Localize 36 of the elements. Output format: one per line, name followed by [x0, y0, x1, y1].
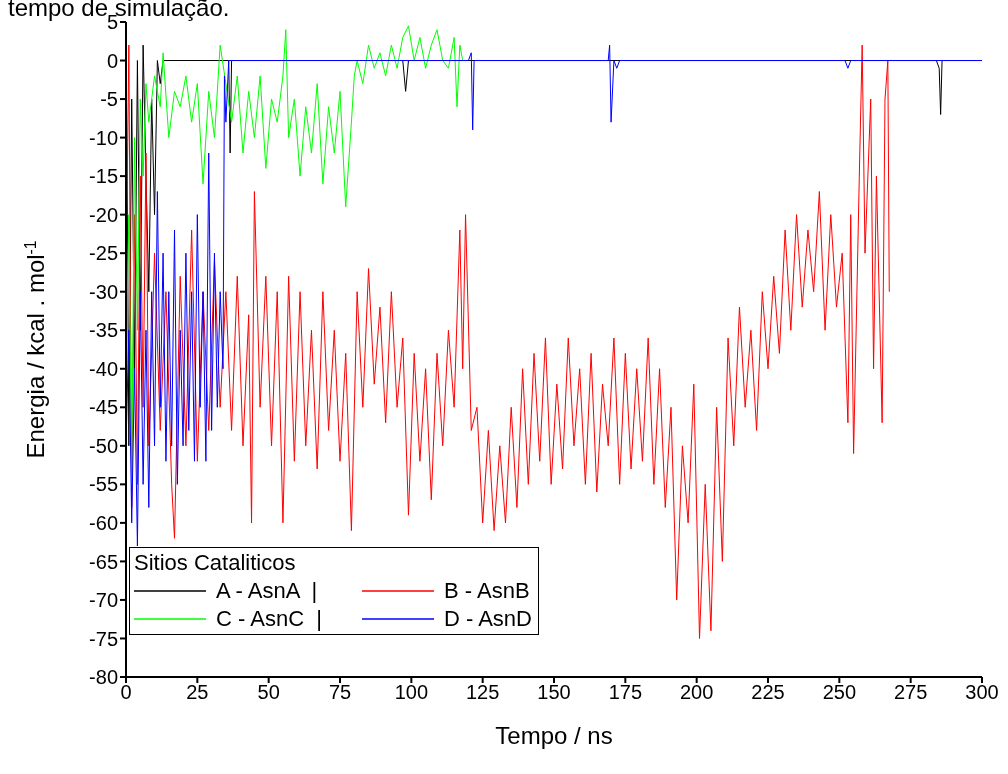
x-tick-label: 300 — [965, 681, 999, 704]
legend-label: B - AsnB — [443, 578, 530, 604]
y-tick-label: -15 — [89, 165, 118, 188]
x-tick-label: 175 — [608, 681, 643, 704]
x-axis-title: Tempo / ns — [495, 722, 613, 749]
y-tick-label: -30 — [89, 280, 118, 303]
x-tick-label: 275 — [893, 681, 928, 704]
x-tick-label: 150 — [537, 681, 571, 704]
legend-title: Sitios Cataliticos — [134, 550, 297, 576]
x-tick-label: 75 — [328, 681, 352, 704]
x-tick-label: 125 — [465, 681, 500, 704]
y-tick-label: -55 — [89, 473, 118, 496]
legend-label: D - AsnD — [443, 606, 532, 632]
x-tick-label: 225 — [751, 681, 785, 704]
x-tick-label: 25 — [186, 681, 209, 704]
y-tick-label: -20 — [89, 203, 118, 226]
x-tick-label: 100 — [394, 681, 429, 704]
y-tick-label: -60 — [89, 511, 118, 534]
y-tick-label: -50 — [89, 434, 118, 457]
y-tick-label: -45 — [89, 396, 118, 419]
y-tick-label: -70 — [89, 589, 118, 612]
legend-label: A - AsnA | — [216, 578, 318, 604]
y-tick-label: -10 — [89, 126, 118, 149]
x-tick-label: 0 — [120, 681, 132, 704]
y-tick-label: -25 — [89, 242, 118, 265]
x-tick-label: 50 — [257, 681, 280, 704]
y-tick-label: 0 — [106, 49, 118, 72]
x-tick-label: 250 — [822, 681, 857, 704]
y-tick-label: -40 — [89, 357, 118, 380]
y-tick-label: -35 — [89, 319, 118, 342]
x-tick-label: 200 — [679, 681, 714, 704]
y-tick-label: -5 — [100, 88, 118, 111]
y-tick-label: -80 — [89, 666, 118, 689]
y-tick-label: -65 — [89, 550, 118, 573]
y-tick-label: -75 — [89, 627, 118, 650]
legend-label: C - AsnC | — [216, 606, 322, 632]
